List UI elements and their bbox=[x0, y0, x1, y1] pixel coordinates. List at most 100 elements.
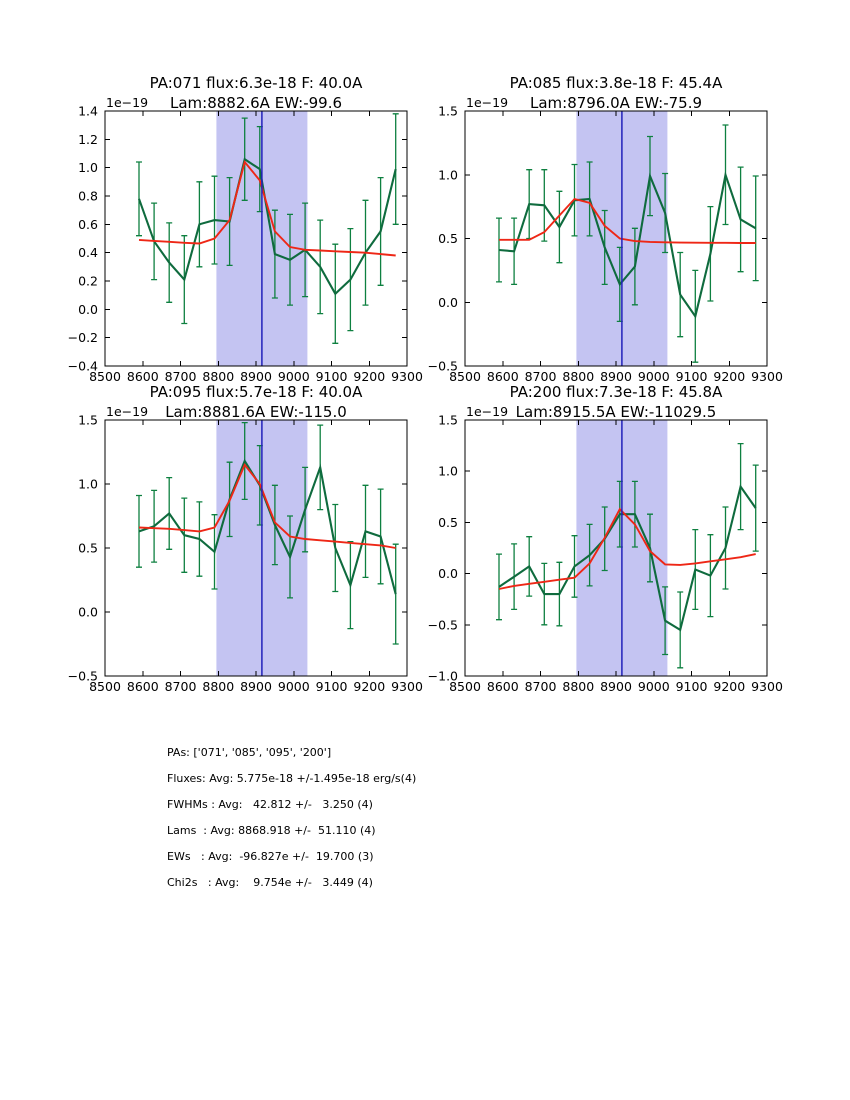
plot-subtitle: Lam:8915.5A EW:-11029.5 bbox=[516, 403, 717, 421]
x-tick-label: 8500 bbox=[89, 679, 121, 694]
x-tick-label: 8800 bbox=[562, 369, 594, 384]
axis-ticks bbox=[104, 110, 408, 367]
x-tick-label: 9100 bbox=[676, 369, 708, 384]
plot-title: PA:071 flux:6.3e-18 F: 40.0A bbox=[150, 74, 363, 92]
plot-svg: 8500 8600 8700 8800 8900 9000 9100 9200 9300 −0.4… bbox=[68, 74, 423, 384]
axis-offset-label: 1e−19 bbox=[466, 95, 508, 110]
x-tick-label: 9200 bbox=[353, 369, 385, 384]
x-tick-label: 8900 bbox=[600, 679, 632, 694]
spectrum-line bbox=[498, 170, 757, 319]
y-tick-label: 0.5 bbox=[438, 231, 458, 246]
fit-line bbox=[499, 197, 756, 244]
summary-line-fwhms: FWHMs : Avg: 42.812 +/- 3.250 (4) bbox=[167, 798, 373, 811]
y-tick-label: 1.0 bbox=[78, 160, 98, 175]
y-tick-label: 0.4 bbox=[78, 245, 98, 260]
x-tick-label: 8500 bbox=[89, 369, 121, 384]
y-tick-label: 1.5 bbox=[438, 413, 458, 428]
y-tick-label: −0.5 bbox=[68, 669, 98, 684]
x-tick-label: 8800 bbox=[202, 679, 234, 694]
y-tick-label: −1.0 bbox=[428, 669, 458, 684]
x-tick-label: 9000 bbox=[638, 369, 670, 384]
plot-svg: 8500 8600 8700 8800 8900 9000 9100 9200 9300 −1.0… bbox=[428, 383, 783, 694]
x-tick-label: 9100 bbox=[316, 369, 348, 384]
axis-offset-label: 1e−19 bbox=[466, 404, 508, 419]
plot-subtitle: Lam:8796.0A EW:-75.9 bbox=[530, 94, 702, 112]
y-tick-label: −0.5 bbox=[428, 359, 458, 374]
spectrum-line bbox=[498, 484, 757, 632]
axis-offset-label: 1e−19 bbox=[106, 404, 148, 419]
plot-title: PA:085 flux:3.8e-18 F: 45.4A bbox=[510, 74, 723, 92]
fit-line bbox=[498, 507, 756, 590]
x-tick-label: 8600 bbox=[127, 369, 159, 384]
x-tick-label: 9000 bbox=[638, 679, 670, 694]
x-tick-label: 9300 bbox=[751, 679, 783, 694]
y-tick-label: 0.6 bbox=[78, 217, 98, 232]
fit-line bbox=[138, 159, 396, 257]
y-tick-label: 1.5 bbox=[438, 104, 458, 119]
x-tick-label: 8900 bbox=[240, 679, 272, 694]
axis-ticks bbox=[104, 419, 408, 677]
x-tick-label: 8700 bbox=[525, 369, 557, 384]
y-tick-label: 0.5 bbox=[78, 541, 98, 556]
summary-line-pas: PAs: ['071', '085', '095', '200'] bbox=[167, 746, 332, 759]
axis-offset-label: 1e−19 bbox=[106, 95, 148, 110]
axis-ticks bbox=[464, 110, 768, 367]
plot-subtitle: Lam:8881.6A EW:-115.0 bbox=[165, 403, 347, 421]
y-tick-label: 1.0 bbox=[438, 167, 458, 182]
plot-svg: 8500 8600 8700 8800 8900 9000 9100 9200 9300 −0.5… bbox=[68, 383, 423, 694]
x-tick-label: 9300 bbox=[391, 369, 423, 384]
plot-title: PA:200 flux:7.3e-18 F: 45.8A bbox=[510, 383, 723, 401]
y-tick-label: 0.0 bbox=[438, 295, 458, 310]
x-tick-label: 8600 bbox=[487, 679, 519, 694]
subplot-pa-085: 8500 8600 8700 8800 8900 9000 9100 9200 9300 −0.5… bbox=[415, 61, 783, 398]
summary-line-chi2s: Chi2s : Avg: 9.754e +/- 3.449 (4) bbox=[167, 876, 373, 889]
y-tick-label: 0.0 bbox=[78, 605, 98, 620]
x-tick-label: 8500 bbox=[449, 369, 481, 384]
x-tick-label: 9300 bbox=[751, 369, 783, 384]
x-tick-label: 8900 bbox=[600, 369, 632, 384]
fit-line bbox=[138, 462, 396, 549]
y-tick-label: 1.4 bbox=[78, 104, 98, 119]
plot-title: PA:095 flux:5.7e-18 F: 40.0A bbox=[150, 383, 363, 401]
y-tick-label: 0.2 bbox=[78, 274, 98, 289]
x-tick-label: 9300 bbox=[391, 679, 423, 694]
y-tick-label: 1.2 bbox=[78, 132, 98, 147]
x-tick-label: 8800 bbox=[202, 369, 234, 384]
plot-subtitle: Lam:8882.6A EW:-99.6 bbox=[170, 94, 342, 112]
y-tick-label: 1.0 bbox=[78, 477, 98, 492]
x-tick-label: 9100 bbox=[316, 679, 348, 694]
x-tick-label: 8700 bbox=[165, 369, 197, 384]
x-tick-label: 8900 bbox=[240, 369, 272, 384]
plot-svg: 8500 8600 8700 8800 8900 9000 9100 9200 9300 −0.5… bbox=[428, 74, 783, 384]
summary-line-fluxes: Fluxes: Avg: 5.775e-18 +/-1.495e-18 erg/… bbox=[167, 772, 417, 785]
x-tick-label: 9200 bbox=[713, 369, 745, 384]
x-tick-label: 8500 bbox=[449, 679, 481, 694]
x-tick-label: 8700 bbox=[525, 679, 557, 694]
subplot-pa-095: 8500 8600 8700 8800 8900 9000 9100 9200 9300 −0.5… bbox=[55, 370, 423, 708]
y-tick-label: 0.0 bbox=[78, 302, 98, 317]
x-tick-label: 9000 bbox=[278, 679, 310, 694]
x-tick-label: 8600 bbox=[127, 679, 159, 694]
y-tick-label: 0.0 bbox=[438, 566, 458, 581]
x-tick-label: 8600 bbox=[487, 369, 519, 384]
x-tick-label: 9000 bbox=[278, 369, 310, 384]
subplot-pa-200: 8500 8600 8700 8800 8900 9000 9100 9200 9300 −1.0… bbox=[415, 370, 783, 708]
axis-ticks bbox=[464, 419, 768, 677]
y-tick-label: 1.5 bbox=[78, 413, 98, 428]
summary-line-ews: EWs : Avg: -96.827e +/- 19.700 (3) bbox=[167, 850, 374, 863]
summary-line-lams: Lams : Avg: 8868.918 +/- 51.110 (4) bbox=[167, 824, 376, 837]
y-tick-label: 0.8 bbox=[78, 189, 98, 204]
y-tick-label: −0.5 bbox=[428, 617, 458, 632]
y-tick-label: 0.5 bbox=[438, 515, 458, 530]
y-tick-label: −0.4 bbox=[68, 359, 98, 374]
spectrum-line bbox=[138, 157, 397, 296]
y-tick-label: 1.0 bbox=[438, 464, 458, 479]
x-tick-label: 9200 bbox=[353, 679, 385, 694]
subplot-pa-071: 8500 8600 8700 8800 8900 9000 9100 9200 9300 −0.4… bbox=[55, 61, 423, 398]
x-tick-label: 9200 bbox=[713, 679, 745, 694]
x-tick-label: 9100 bbox=[676, 679, 708, 694]
y-tick-label: −0.2 bbox=[68, 330, 98, 345]
x-tick-label: 8700 bbox=[165, 679, 197, 694]
x-tick-label: 8800 bbox=[562, 679, 594, 694]
